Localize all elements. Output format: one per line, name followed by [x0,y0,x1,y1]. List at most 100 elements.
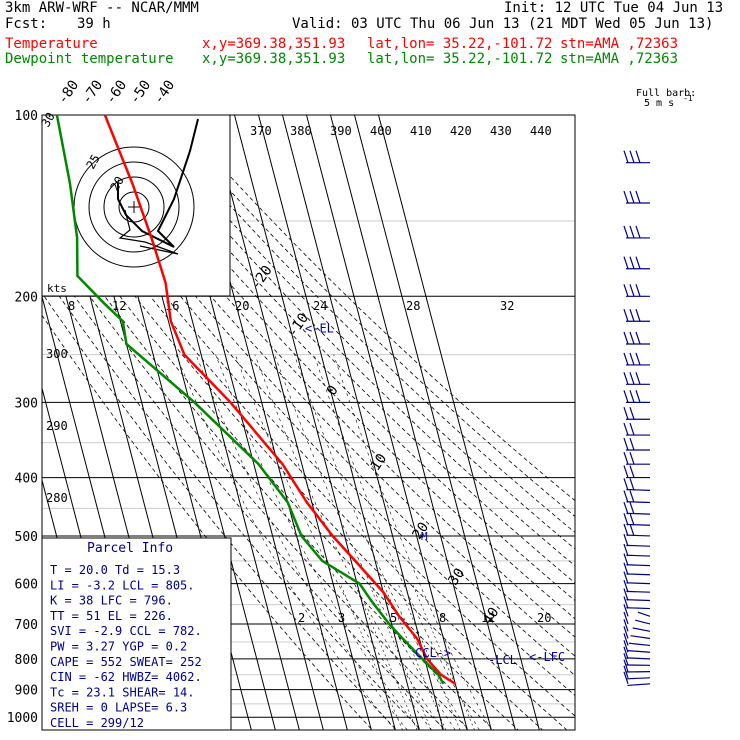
wind-barb [623,523,651,537]
pressure-tick-label: 500 [15,530,38,545]
wind-barb-flag [623,588,629,601]
wind-barb-flag [623,478,629,491]
temperature-trace [103,114,456,685]
parcel-info-title: Parcel Info [87,541,173,556]
wind-barb [623,604,651,617]
parcel-info-row: T = 20.0 Td = 15.3 [50,563,180,577]
hodograph-ring-label: 30 [38,110,57,130]
wind-barb-flag [629,490,635,503]
wind-barb [623,543,651,557]
wind-barb [623,407,650,420]
isotherm-label: 30 [445,566,468,589]
wind-barb-flag [623,671,629,684]
wind-barb-shaft [632,627,651,632]
wind-barb-flag [629,501,635,515]
dry-adiabat [42,120,575,697]
wind-barb-flag [623,284,629,297]
wind-barb-flag [635,331,641,345]
wind-barb-flag [623,571,629,584]
wind-barb-shaft [626,607,651,610]
wind-barb-flag [629,372,635,385]
moist-adiabat [254,354,444,730]
wind-barb-flag [635,352,641,366]
wind-barb-flag [623,513,629,526]
isotherm-label: -70 [79,77,107,107]
parcel-info-row: TT = 51 EL = 226. [50,609,173,623]
mixed-layer-marker: M [421,530,428,543]
wind-barb [623,225,650,239]
wind-barb [623,653,651,666]
dry-adiabat [42,314,373,730]
moist-adiabat [313,354,480,730]
wind-barb-flag [629,523,635,537]
temperature-legend-station: stn=AMA ,72363 [560,36,679,52]
wind-barb-shaft [630,635,651,640]
isotherm [210,115,372,730]
wind-barb [623,562,651,576]
hodograph-ring [88,161,180,253]
parcel-info-row: CIN = -62 HWBZ= 4062. [50,670,202,684]
wind-barb-shaft [626,599,651,602]
barb-legend-title: Full barb: [636,88,696,99]
wind-barb-flag [623,309,629,322]
temperature-legend-xy: x,y=369.38,351.93 [202,36,346,52]
isotherm [330,115,492,730]
mixing-ratio-line [397,583,461,730]
plot-frame [41,114,576,731]
moist-adiabat [294,354,468,730]
wind-barb-flag [635,284,641,297]
theta-label: 400 [370,124,392,138]
isotherm-label: -60 [103,77,131,107]
parcel-info-box [41,537,232,731]
wind-barb-shaft [626,677,651,680]
dry-adiabat [136,115,575,550]
parcel-info-row: CELL = 299/12 [50,716,144,730]
model-title: 3km ARW-WRF -- NCAR/MMM [5,0,199,16]
mixing-ratio-label: 5 [390,611,397,625]
wind-barb [623,665,651,680]
wind-barb-flag [623,225,629,239]
wind-barb-flag [629,437,635,451]
forecast-label: Fcst: [5,16,48,32]
wind-barb [623,478,651,491]
mixing-ratio-label: 3 [338,611,345,625]
wind-barb [623,190,650,204]
hodograph-ring-label: 25 [83,152,102,172]
mixing-ratio-line [383,583,447,730]
dewpoint-legend-xy: x,y=369.38,351.93 [202,51,346,67]
wind-barb-flag [623,665,629,678]
dry-adiabat [42,292,397,730]
wind-barb [623,671,651,687]
wind-barb-flag [623,523,629,537]
wind-barb [623,372,650,385]
wind-barb-flag [623,501,629,515]
wind-barb [623,490,651,504]
wind-barb-flag [635,190,641,204]
isotherm-label: 10 [367,451,390,474]
wind-barb [623,352,650,366]
pressure-tick-label: 200 [15,290,38,305]
wind-barb-flag [635,309,641,322]
pressure-tick-label: 1000 [7,711,38,726]
wind-barb-flag [629,422,635,436]
wind-barb-shaft [626,657,651,660]
pressure-tick-label: 900 [15,684,38,699]
dry-adiabat [99,115,575,602]
isotherm [306,115,468,730]
moist-adiabat [175,354,396,730]
hodograph-trace [117,118,199,248]
dry-adiabat [42,210,495,730]
dry-adiabat [62,115,575,657]
wind-barb-flag [623,465,629,478]
hodograph-box [41,114,231,297]
pressure-tick-label: 600 [15,578,38,593]
mixing-ratio-label: 12 [481,611,495,625]
wind-barb [623,437,650,451]
wind-barb-shaft [626,534,651,537]
parcel-level-annotation: -LCL [488,653,517,667]
isotherm-label: -80 [55,77,83,107]
wind-barb-flag [623,596,629,609]
wind-barb [623,390,650,403]
wind-barb-flag [623,640,629,653]
